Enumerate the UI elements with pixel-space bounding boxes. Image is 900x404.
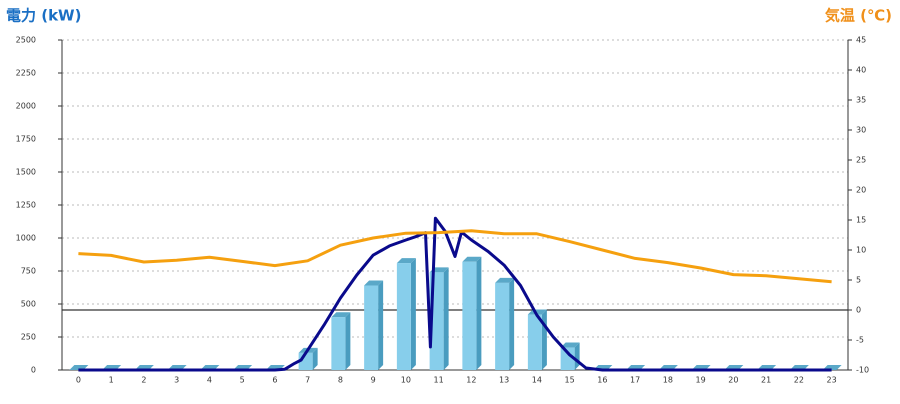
y2-tick-label: 40 bbox=[856, 66, 866, 75]
y2-tick-label: 10 bbox=[856, 246, 866, 255]
y-tick-label: 1250 bbox=[16, 201, 36, 210]
y2-tick-label: 20 bbox=[856, 186, 866, 195]
bar bbox=[396, 263, 411, 370]
y2-tick-label: -10 bbox=[856, 366, 869, 375]
bar-top bbox=[462, 256, 482, 262]
y-tick-label: 1000 bbox=[16, 234, 36, 243]
y2-tick-label: 35 bbox=[856, 96, 866, 105]
x-tick-label: 1 bbox=[109, 376, 114, 385]
bar-top bbox=[495, 277, 515, 283]
bar-top bbox=[560, 342, 580, 348]
x-tick-label: 23 bbox=[827, 376, 837, 385]
y2-tick-label: -5 bbox=[856, 336, 864, 345]
bar-side bbox=[410, 258, 416, 370]
y2-tick-label: 5 bbox=[856, 276, 861, 285]
x-tick-label: 19 bbox=[696, 376, 706, 385]
x-tick-label: 13 bbox=[499, 376, 509, 385]
x-tick-label: 0 bbox=[76, 376, 81, 385]
x-tick-label: 3 bbox=[174, 376, 179, 385]
x-tick-label: 14 bbox=[532, 376, 542, 385]
x-tick-label: 15 bbox=[565, 376, 575, 385]
y-tick-label: 2000 bbox=[16, 102, 36, 111]
bar-side bbox=[378, 280, 384, 370]
y-axis-label: 電力 (kW) bbox=[6, 7, 81, 25]
x-tick-label: 12 bbox=[466, 376, 476, 385]
y-tick-label: 250 bbox=[21, 333, 36, 342]
x-tick-label: 7 bbox=[305, 376, 310, 385]
x-tick-label: 2 bbox=[141, 376, 146, 385]
y-tick-label: 1750 bbox=[16, 135, 36, 144]
x-tick-label: 11 bbox=[434, 376, 444, 385]
x-tick-label: 17 bbox=[630, 376, 640, 385]
x-tick-label: 16 bbox=[597, 376, 607, 385]
y2-tick-label: 0 bbox=[856, 306, 861, 315]
y-tick-label: 750 bbox=[21, 267, 36, 276]
x-tick-label: 22 bbox=[794, 376, 804, 385]
bar-top bbox=[396, 258, 416, 264]
y-tick-label: 2500 bbox=[16, 36, 36, 45]
line bbox=[78, 229, 832, 284]
bar-side bbox=[345, 312, 351, 370]
x-tick-label: 6 bbox=[272, 376, 277, 385]
x-tick-label: 21 bbox=[761, 376, 771, 385]
bar-side bbox=[509, 277, 515, 370]
x-tick-label: 18 bbox=[663, 376, 673, 385]
x-tick-label: 10 bbox=[401, 376, 411, 385]
bar bbox=[364, 285, 379, 370]
y-tick-label: 500 bbox=[21, 300, 36, 309]
bar-side bbox=[541, 309, 547, 370]
bar bbox=[560, 347, 575, 370]
bar bbox=[462, 261, 477, 370]
y-tick-label: 0 bbox=[31, 366, 36, 375]
y-tick-label: 2250 bbox=[16, 69, 36, 78]
x-tick-label: 9 bbox=[371, 376, 376, 385]
bar-top bbox=[331, 312, 351, 318]
bar bbox=[527, 314, 542, 370]
bar-side bbox=[312, 347, 318, 370]
bar-side bbox=[443, 267, 449, 370]
y2-tick-label: 15 bbox=[856, 216, 866, 225]
x-tick-label: 4 bbox=[207, 376, 212, 385]
y-tick-label: 1500 bbox=[16, 168, 36, 177]
y2-tick-label: 30 bbox=[856, 126, 866, 135]
y2-axis-label: 気温 (℃) bbox=[825, 7, 892, 25]
bar-side bbox=[476, 256, 482, 370]
bar bbox=[495, 282, 510, 370]
line bbox=[78, 216, 832, 372]
y2-tick-label: 25 bbox=[856, 156, 866, 165]
bar-top bbox=[364, 280, 384, 286]
bar-top bbox=[527, 309, 547, 315]
x-tick-label: 8 bbox=[338, 376, 343, 385]
x-tick-label: 5 bbox=[240, 376, 245, 385]
bar bbox=[331, 317, 346, 370]
y2-tick-label: 45 bbox=[856, 36, 866, 45]
x-tick-label: 20 bbox=[728, 376, 738, 385]
